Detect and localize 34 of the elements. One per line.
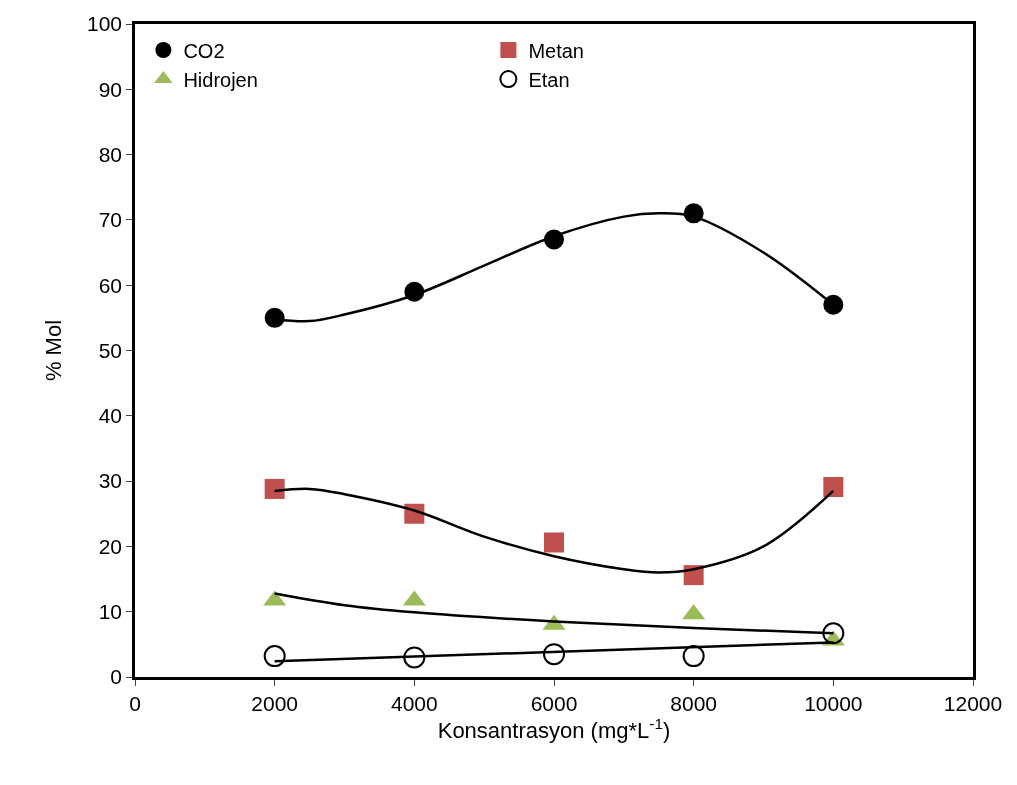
point xyxy=(682,645,705,668)
x-tick-label: 6000 xyxy=(530,691,578,715)
y-tick-label: 60 xyxy=(98,273,123,297)
point xyxy=(823,476,844,497)
point xyxy=(263,645,286,668)
y-tick-label: 80 xyxy=(98,142,123,166)
x-tick-label: 10000 xyxy=(804,691,863,715)
x-tick-label: 12000 xyxy=(943,691,1003,715)
y-axis-title: % Mol xyxy=(40,319,66,382)
x-tick-label: 0 xyxy=(129,691,141,715)
point xyxy=(823,294,844,315)
point xyxy=(264,307,285,328)
x-tick-label: 8000 xyxy=(670,691,718,715)
y-tick-label: 10 xyxy=(98,600,123,624)
x-tick-label: 4000 xyxy=(390,691,438,715)
y-tick-label: 30 xyxy=(98,469,123,493)
y-tick-label: 0 xyxy=(110,665,123,689)
x-axis-title: Konsantrasyon (mg*L$^{-1}$) xyxy=(437,714,671,744)
point xyxy=(544,532,564,553)
point xyxy=(264,478,285,499)
legend-label: CO2 xyxy=(183,39,225,62)
y-tick-label: 20 xyxy=(98,534,123,558)
y-tick-label: 50 xyxy=(98,338,123,362)
legend-label: Hidrojen xyxy=(183,68,258,91)
y-tick-label: 40 xyxy=(98,404,123,428)
x-tick-label: 2000 xyxy=(251,691,299,715)
legend-label: Metan xyxy=(528,39,584,62)
point xyxy=(543,643,565,666)
legend-label: Etan xyxy=(528,68,570,91)
y-tick-label: 100 xyxy=(87,12,123,36)
y-tick-label: 90 xyxy=(98,77,123,101)
y-tick-label: 70 xyxy=(98,208,123,232)
point xyxy=(822,622,845,645)
point xyxy=(403,646,426,669)
